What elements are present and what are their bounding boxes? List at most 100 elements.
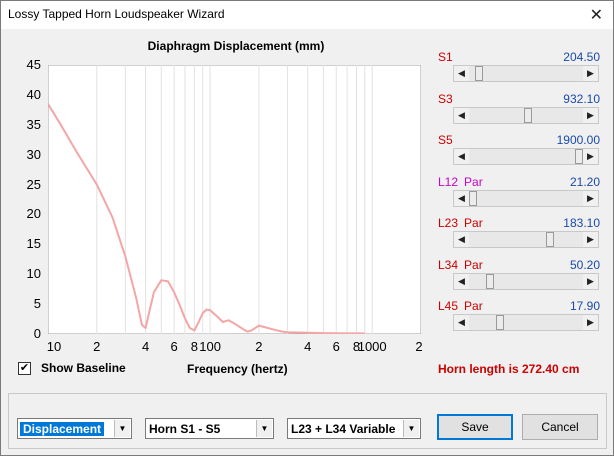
slider-value: 17.90 <box>569 299 600 313</box>
chart-series <box>48 103 365 334</box>
show-baseline-checkbox[interactable]: ✔ <box>18 361 31 375</box>
chevron-left-icon[interactable]: ◀ <box>454 66 469 81</box>
slider-value: 1900.00 <box>556 133 600 147</box>
cancel-button[interactable]: Cancel <box>522 414 598 440</box>
chevron-right-icon[interactable]: ▶ <box>583 190 598 206</box>
slider-name: S1 <box>438 50 453 64</box>
slider-l23: L23 Par 183.10 ◀ ▶ <box>438 215 600 248</box>
slider-header: L23 Par 183.10 <box>438 215 600 231</box>
slider-scrollbar[interactable]: ◀ ▶ <box>453 314 599 331</box>
chevron-left-icon[interactable]: ◀ <box>454 315 469 330</box>
slider-scrollbar[interactable]: ◀ ▶ <box>453 65 599 82</box>
slider-scrollbar[interactable]: ◀ ▶ <box>453 148 599 165</box>
displacement-chart <box>48 65 421 334</box>
slider-l12: L12 Par 21.20 ◀ ▶ <box>438 174 600 207</box>
slider-value: 932.10 <box>563 91 600 106</box>
slider-thumb[interactable] <box>469 190 478 206</box>
slider-name: L12 <box>438 174 459 189</box>
chevron-right-icon[interactable]: ▶ <box>583 315 598 330</box>
x-tick-label: 4 <box>141 339 150 354</box>
x-tick-label: 8 <box>352 339 361 354</box>
chevron-left-icon[interactable]: ◀ <box>454 149 469 164</box>
y-tick-label: 25 <box>26 176 41 192</box>
x-tick-label: 1000 <box>357 339 387 354</box>
slider-header: L12 Par 21.20 <box>438 174 600 190</box>
y-tick-label: 45 <box>26 57 41 72</box>
slider-thumb[interactable] <box>574 149 583 164</box>
x-tick-label: 6 <box>332 339 340 354</box>
y-tick-label: 30 <box>26 146 41 162</box>
slider-s5: S5 1900.00 ◀ ▶ <box>438 132 600 165</box>
slider-header: L34 Par 50.20 <box>438 257 600 273</box>
slider-track[interactable] <box>470 232 582 247</box>
slider-thumb[interactable] <box>524 107 533 123</box>
slider-par-label: Par <box>464 257 483 272</box>
series-line <box>48 103 365 334</box>
x-tick-label: 2 <box>93 339 101 354</box>
y-tick-label: 35 <box>26 116 41 132</box>
chevron-down-icon[interactable]: ▼ <box>114 420 130 437</box>
horn-length-status: Horn length is 272.40 cm <box>438 362 580 376</box>
slider-track[interactable] <box>469 190 582 206</box>
slider-track[interactable] <box>470 149 583 164</box>
slider-track[interactable] <box>470 315 582 330</box>
x-tick-label: 2 <box>415 339 423 354</box>
slider-l34: L34 Par 50.20 ◀ ▶ <box>438 257 600 290</box>
slider-scrollbar[interactable]: ◀ ▶ <box>453 272 599 290</box>
slider-thumb[interactable] <box>545 232 554 247</box>
slider-track[interactable] <box>470 273 582 289</box>
x-tick-label: 2 <box>255 339 263 354</box>
slider-l45: L45 Par 17.90 ◀ ▶ <box>438 298 600 331</box>
slider-name: S3 <box>438 91 453 106</box>
plot-type-value: Displacement <box>20 422 105 436</box>
slider-scrollbar[interactable]: ◀ ▶ <box>453 106 599 124</box>
variable-mode-value: L23 + L34 Variable <box>291 422 396 436</box>
y-tick-label: 10 <box>26 266 41 282</box>
slider-par-label: Par <box>464 216 483 230</box>
slider-label: L34 Par <box>438 258 483 272</box>
slider-label: S1 <box>438 50 453 64</box>
chevron-right-icon[interactable]: ▶ <box>583 149 598 164</box>
slider-header: S1 204.50 <box>438 49 600 65</box>
slider-value: 21.20 <box>569 174 600 189</box>
slider-thumb[interactable] <box>496 315 505 330</box>
slider-scrollbar[interactable]: ◀ ▶ <box>453 189 599 207</box>
variable-mode-select[interactable]: L23 + L34 Variable ▼ <box>287 418 421 439</box>
show-baseline-row[interactable]: ✔ Show Baseline <box>18 361 126 375</box>
close-icon[interactable]: ✕ <box>589 7 603 24</box>
chevron-left-icon[interactable]: ◀ <box>454 107 469 123</box>
x-tick-label: 100 <box>199 339 221 354</box>
chevron-right-icon[interactable]: ▶ <box>583 107 598 123</box>
slider-label: L45 Par <box>438 299 483 313</box>
slider-header: L45 Par 17.90 <box>438 298 600 314</box>
chevron-right-icon[interactable]: ▶ <box>583 66 598 81</box>
slider-thumb[interactable] <box>474 66 483 81</box>
save-button[interactable]: Save <box>437 414 513 440</box>
chevron-down-icon[interactable]: ▼ <box>403 420 419 437</box>
slider-par-label: Par <box>464 299 483 313</box>
slider-label: L12 Par <box>438 175 483 189</box>
slider-header: S5 1900.00 <box>438 132 600 148</box>
slider-scrollbar[interactable]: ◀ ▶ <box>453 231 599 248</box>
slider-thumb[interactable] <box>486 273 495 289</box>
y-tick-label: 0 <box>33 326 41 341</box>
slider-s1: S1 204.50 ◀ ▶ <box>438 49 600 82</box>
x-tick-label: 4 <box>304 339 312 354</box>
title-bar: Lossy Tapped Horn Loudspeaker Wizard ✕ <box>1 1 613 29</box>
horn-section-select[interactable]: Horn S1 - S5 ▼ <box>145 418 274 439</box>
slider-label: S5 <box>438 133 453 147</box>
slider-track[interactable] <box>470 66 582 81</box>
chevron-left-icon[interactable]: ◀ <box>454 273 469 289</box>
plot-type-select[interactable]: Displacement ▼ <box>17 418 132 439</box>
horn-section-value: Horn S1 - S5 <box>149 422 221 436</box>
chevron-right-icon[interactable]: ▶ <box>583 273 598 289</box>
chevron-right-icon[interactable]: ▶ <box>583 232 598 247</box>
y-tick-label: 20 <box>26 206 41 222</box>
slider-s3: S3 932.10 ◀ ▶ <box>438 91 600 124</box>
slider-par-label: Par <box>464 174 483 189</box>
chevron-left-icon[interactable]: ◀ <box>454 232 469 247</box>
chevron-down-icon[interactable]: ▼ <box>256 420 272 437</box>
chevron-left-icon[interactable]: ◀ <box>454 190 469 206</box>
slider-track[interactable] <box>470 107 582 123</box>
